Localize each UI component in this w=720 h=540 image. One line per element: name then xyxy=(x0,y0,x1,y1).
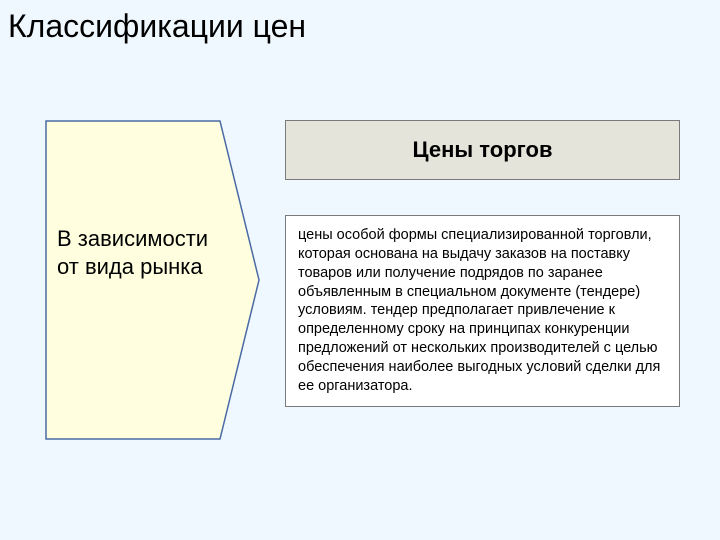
header-box: Цены торгов xyxy=(285,120,680,180)
arrow-shape: В зависимости от вида рынка xyxy=(45,120,260,440)
arrow-svg xyxy=(45,120,260,440)
body-box: цены особой формы специализированной тор… xyxy=(285,215,680,407)
arrow-label: В зависимости от вида рынка xyxy=(57,225,227,280)
page-title: Классификации цен xyxy=(8,8,306,45)
